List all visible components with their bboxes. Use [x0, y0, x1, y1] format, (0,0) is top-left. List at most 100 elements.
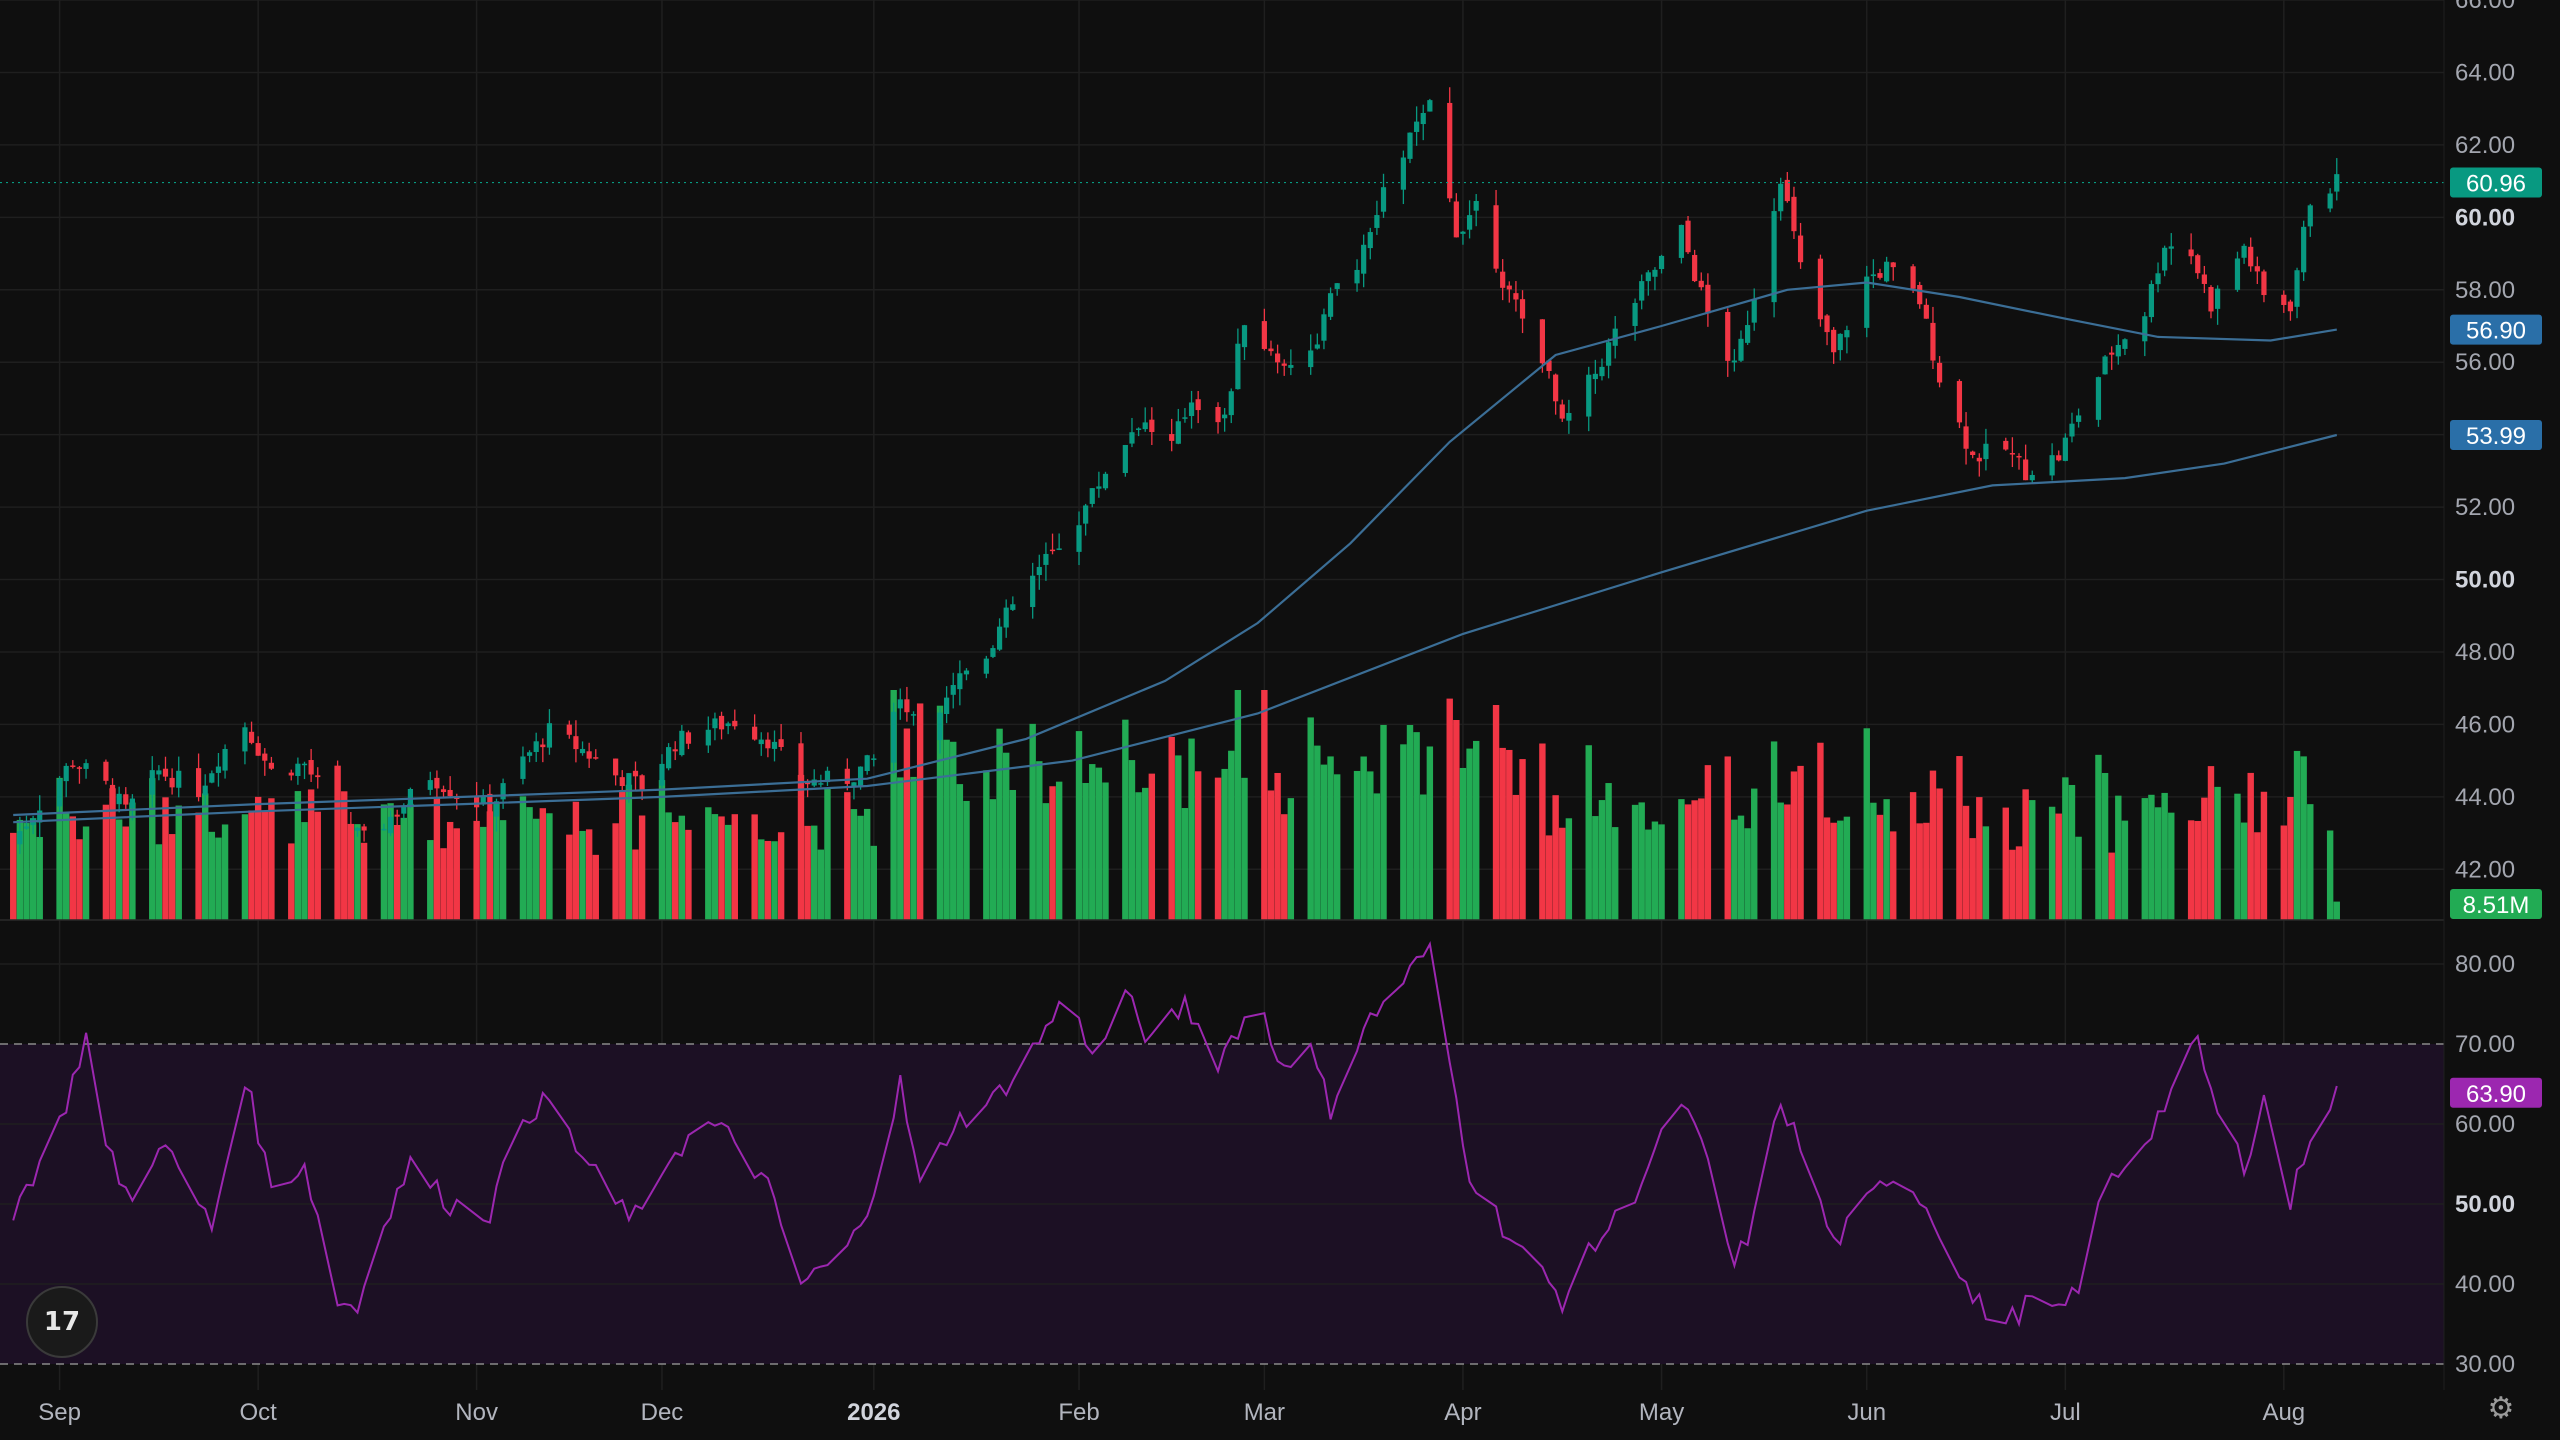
candle-body	[1102, 473, 1109, 489]
volume-bar	[672, 822, 679, 920]
volume-bar	[1837, 820, 1844, 920]
candle-body	[1380, 187, 1387, 212]
volume-bar	[619, 790, 626, 920]
volume-bar	[248, 810, 255, 920]
volume-bar	[2300, 756, 2307, 920]
candle-body	[1010, 604, 1016, 610]
candle-body	[957, 673, 963, 690]
volume-bar	[890, 690, 897, 920]
volume-bar	[453, 828, 460, 920]
volume-bar	[1492, 704, 1500, 920]
volume-bar	[1241, 777, 1248, 920]
volume-bar	[1095, 767, 1103, 920]
volume-bar	[1499, 747, 1506, 920]
volume-bar	[1049, 786, 1056, 920]
candle-body	[1831, 329, 1837, 353]
volume-bar	[115, 819, 123, 920]
volume-bar	[1843, 816, 1851, 920]
volume-bar	[2307, 804, 2314, 920]
candle-body	[2062, 437, 2068, 461]
candle-body	[672, 749, 678, 752]
volume-bar	[2280, 825, 2288, 920]
volume-bar	[2187, 820, 2195, 920]
volume-bar	[996, 728, 1003, 920]
candle-body	[910, 714, 917, 716]
candle-body	[2142, 316, 2148, 342]
candle-body	[1877, 273, 1883, 278]
candle-body	[335, 776, 341, 808]
candle-body	[109, 784, 116, 803]
candle-body	[1645, 272, 1651, 282]
volume-bar	[1929, 770, 1937, 920]
candle-body	[354, 827, 361, 831]
candle-body	[17, 831, 23, 845]
volume-bar	[307, 789, 315, 920]
rsi-y-tick-label: 80.00	[2455, 951, 2515, 978]
volume-bar	[1327, 756, 1334, 920]
candle-body	[824, 770, 831, 783]
candle-body	[10, 839, 16, 842]
candle-body	[70, 765, 76, 767]
volume-bar	[109, 788, 116, 920]
volume-bar	[1142, 787, 1149, 920]
candle-body	[1056, 548, 1062, 550]
candle-body	[1513, 293, 1519, 300]
volume-bar	[1274, 772, 1281, 920]
x-tick-label: Feb	[1058, 1399, 1099, 1426]
candle-body	[2195, 255, 2201, 274]
gear-icon[interactable]: ⚙	[2487, 1391, 2515, 1426]
volume-bar	[1923, 822, 1930, 920]
volume-bar	[314, 811, 321, 920]
candle-body	[361, 826, 367, 831]
candle-body	[2168, 246, 2174, 249]
rsi-y-tick-label: 70.00	[2455, 1031, 2515, 1058]
candle-body	[1890, 262, 1896, 268]
volume-bar	[1969, 838, 1976, 920]
volume-bar	[2293, 750, 2301, 920]
volume-bar	[1009, 789, 1017, 920]
tradingview-logo-icon[interactable]: 17	[26, 1286, 98, 1358]
candle-body	[1612, 328, 1618, 346]
volume-bar	[215, 837, 222, 920]
candle-body	[718, 715, 725, 730]
volume-bar	[1909, 792, 1917, 920]
candle-body	[851, 782, 857, 788]
volume-bar	[612, 823, 619, 920]
volume-bar	[2022, 789, 2029, 920]
volume-bar	[1360, 756, 1367, 920]
volume-bar	[1830, 822, 1837, 920]
candle-body	[156, 770, 162, 775]
candle-body	[2009, 453, 2015, 455]
candle-body	[1539, 319, 1545, 364]
candle-body	[308, 760, 314, 775]
candle-body	[487, 793, 493, 816]
candle-body	[2095, 377, 2102, 420]
candle-body	[2148, 284, 2155, 318]
volume-bar	[817, 849, 825, 920]
candle-body	[752, 726, 758, 740]
candle-body	[2301, 226, 2307, 273]
volume-bar	[2201, 797, 2208, 920]
volume-bar	[526, 807, 533, 920]
candle-body	[215, 766, 222, 773]
candle-body	[1281, 363, 1287, 366]
volume-bar	[288, 843, 295, 920]
candle-body	[1970, 451, 1976, 456]
volume-bar	[2002, 807, 2009, 920]
candle-body	[679, 730, 685, 756]
candle-body	[1956, 381, 1963, 423]
volume-bar	[1472, 740, 1480, 920]
moving-average-slow	[13, 433, 2338, 824]
candle-body	[1917, 285, 1923, 305]
volume-bar	[1982, 826, 1990, 920]
candle-body	[805, 781, 811, 785]
volume-bar	[1936, 788, 1943, 920]
candle-body	[573, 736, 579, 750]
candle-body	[480, 795, 486, 805]
volume-bar	[1737, 815, 1745, 920]
candle-body	[493, 801, 500, 817]
volume-bar	[2062, 777, 2069, 920]
volume-bar	[360, 842, 368, 920]
